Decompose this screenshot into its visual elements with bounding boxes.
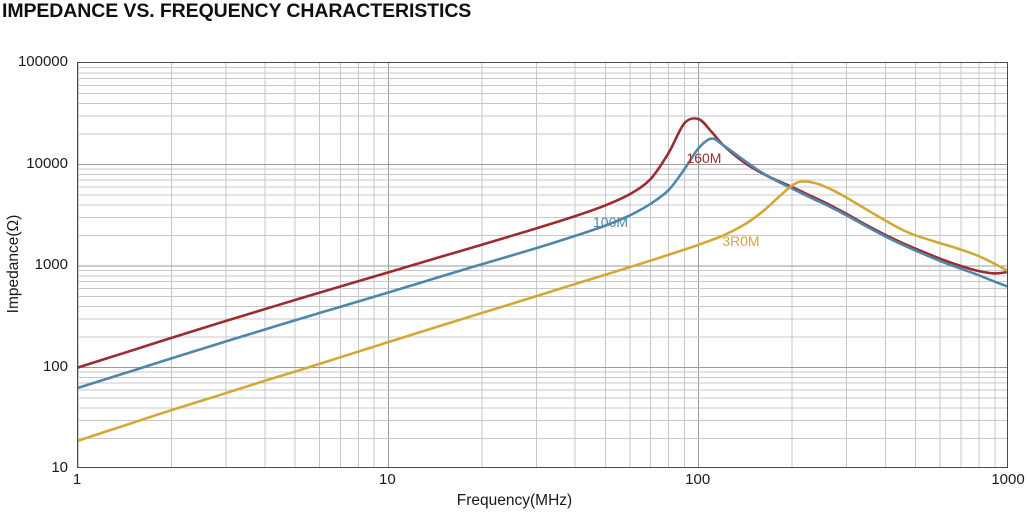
grid-lines: [78, 63, 1007, 467]
y-axis-tick-label: 1000: [34, 256, 68, 273]
x-axis-label: Frequency(MHz): [456, 492, 573, 509]
x-axis-tick-label: 1: [72, 471, 82, 488]
y-axis-label: Impedance(Ω): [5, 214, 22, 314]
x-axis-tick-label: 10: [378, 471, 396, 488]
y-axis-tick-label: 100000: [17, 53, 68, 70]
series-label-160m: 160M: [686, 150, 722, 167]
x-axis-tick-label: 100: [685, 471, 711, 488]
series-curves: [78, 117, 1007, 443]
y-axis-label-holder: Impedance(Ω): [0, 0, 22, 314]
y-axis-tick-label: 10000: [26, 154, 68, 172]
x-axis-tick-label: 1000: [991, 471, 1025, 488]
series-label-3r0m: 3R0M: [722, 232, 760, 249]
series-path-1: [78, 137, 1007, 390]
series-path-0: [78, 117, 1007, 369]
series-label-100m: 100M: [593, 213, 629, 230]
y-axis-tick-label: 10: [51, 459, 68, 476]
page-title: IMPEDANCE VS. FREQUENCY CHARACTERISTICS: [2, 0, 472, 22]
series-path-2: [78, 180, 1007, 443]
plot-area: [77, 62, 1008, 468]
y-axis-tick-label: 100: [42, 357, 68, 375]
